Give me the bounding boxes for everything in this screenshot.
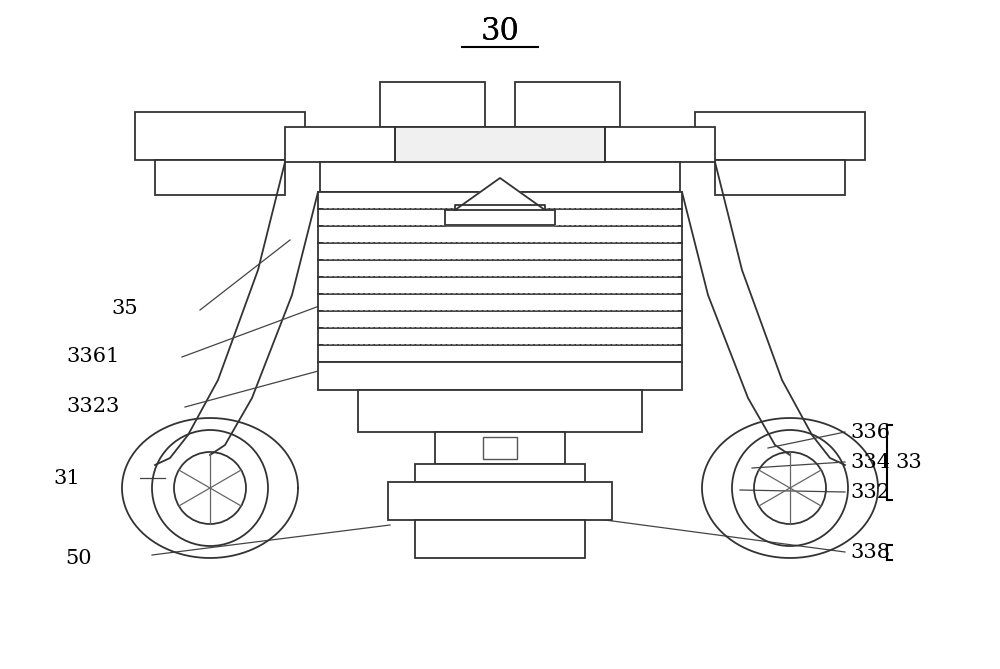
Text: 336: 336 bbox=[850, 423, 890, 442]
Bar bbox=[395, 127, 605, 162]
Bar bbox=[515, 82, 620, 127]
Polygon shape bbox=[445, 205, 555, 225]
Bar bbox=[435, 432, 565, 464]
Text: 31: 31 bbox=[53, 468, 80, 488]
Bar bbox=[318, 192, 682, 209]
Bar bbox=[695, 112, 865, 160]
Text: 334: 334 bbox=[850, 452, 890, 472]
Bar bbox=[715, 160, 845, 195]
Bar bbox=[388, 482, 612, 520]
Bar bbox=[318, 260, 682, 277]
Text: 50: 50 bbox=[65, 549, 92, 567]
Text: 35: 35 bbox=[111, 298, 138, 318]
Bar bbox=[380, 82, 485, 127]
Text: 338: 338 bbox=[850, 543, 890, 561]
Polygon shape bbox=[455, 178, 545, 210]
Text: 332: 332 bbox=[850, 482, 890, 502]
Bar bbox=[358, 390, 642, 432]
Text: 3323: 3323 bbox=[67, 397, 120, 417]
Bar bbox=[135, 112, 305, 160]
Bar bbox=[415, 464, 585, 482]
Polygon shape bbox=[702, 418, 878, 558]
Bar bbox=[318, 226, 682, 243]
Bar bbox=[318, 328, 682, 345]
Text: 3361: 3361 bbox=[67, 347, 120, 367]
Bar bbox=[320, 162, 680, 192]
Bar bbox=[318, 277, 682, 294]
Text: 33: 33 bbox=[895, 452, 922, 472]
Bar bbox=[155, 160, 285, 195]
Text: 30: 30 bbox=[481, 17, 519, 47]
Bar bbox=[483, 437, 517, 459]
Polygon shape bbox=[122, 418, 298, 558]
Bar bbox=[318, 209, 682, 226]
Bar bbox=[415, 520, 585, 558]
Bar bbox=[318, 294, 682, 311]
Text: 30: 30 bbox=[481, 17, 519, 47]
Bar bbox=[318, 243, 682, 260]
Bar bbox=[318, 345, 682, 362]
Bar bbox=[318, 311, 682, 328]
Bar bbox=[285, 127, 715, 162]
Bar bbox=[318, 362, 682, 390]
